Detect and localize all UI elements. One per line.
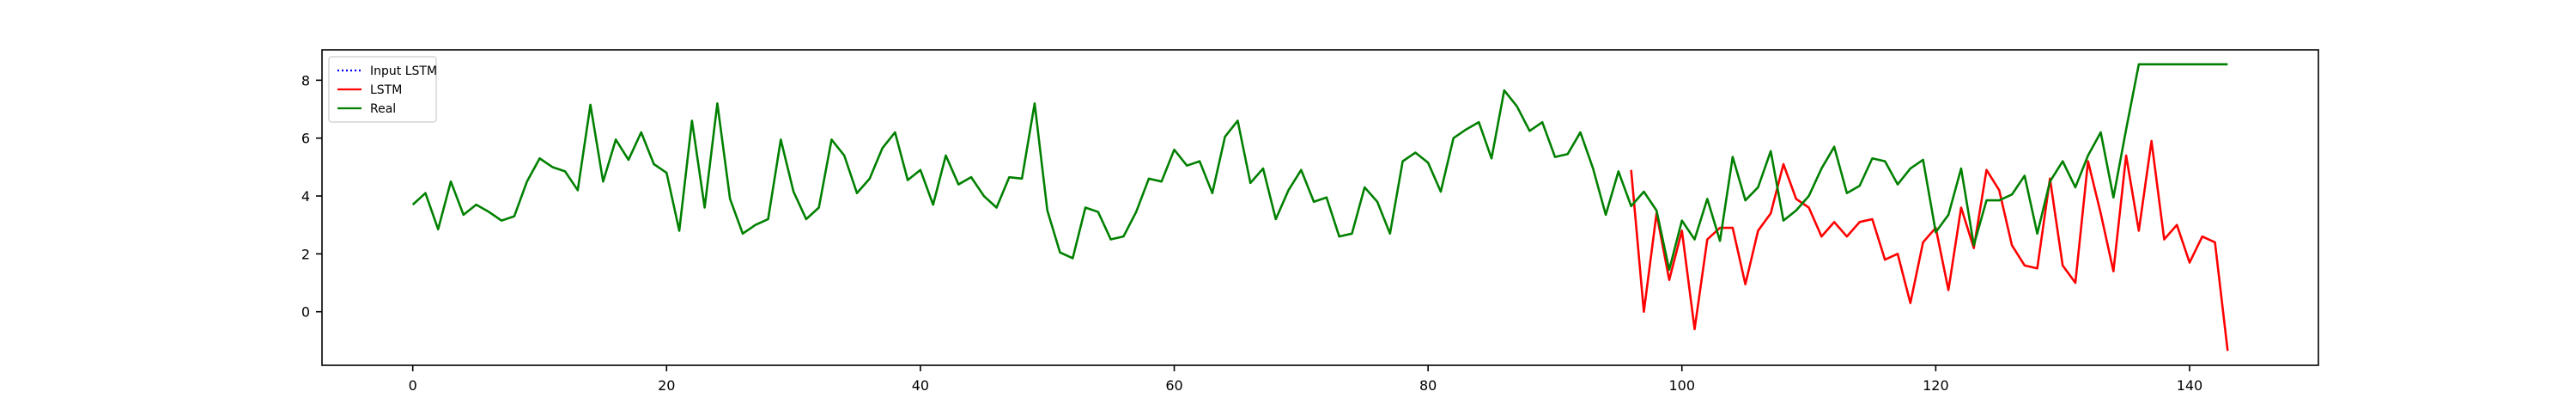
- legend-box: [328, 56, 437, 123]
- legend-label: Input LSTM: [370, 64, 437, 78]
- x-tick-label: 140: [2177, 377, 2203, 394]
- x-tick-label: 0: [409, 377, 417, 394]
- x-tick-label: 100: [1668, 377, 1695, 394]
- plot-frame: [321, 49, 2319, 366]
- y-tick-label: 4: [301, 188, 310, 205]
- y-tick-label: 2: [301, 246, 310, 262]
- y-tick-label: 6: [301, 131, 310, 147]
- series-line-real: [411, 63, 2228, 272]
- x-tick-label: 80: [1419, 377, 1437, 394]
- x-tick-label: 120: [1923, 377, 1949, 394]
- x-tick-label: 40: [912, 377, 929, 394]
- series-line-lstm: [1630, 139, 2229, 352]
- legend-label: Real: [370, 102, 396, 116]
- x-tick-label: 60: [1165, 377, 1182, 394]
- y-tick-label: 0: [301, 304, 310, 321]
- y-tick-label: 8: [301, 72, 310, 89]
- x-tick-label: 20: [658, 377, 675, 394]
- legend-label: LSTM: [370, 83, 402, 97]
